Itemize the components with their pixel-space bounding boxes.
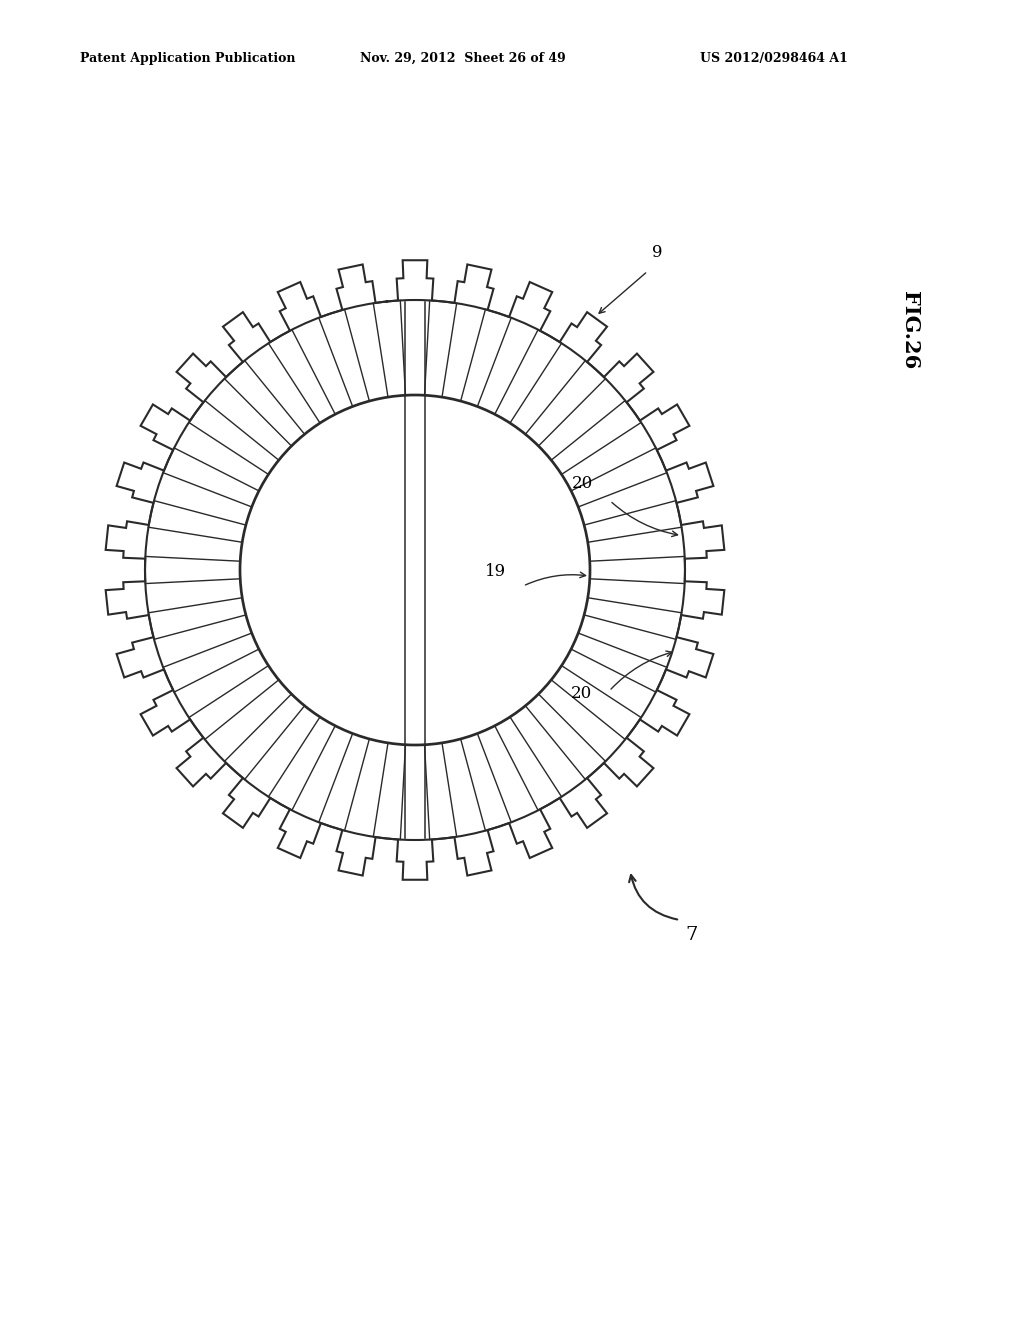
Text: 20: 20 xyxy=(571,685,592,702)
Text: FIG.26: FIG.26 xyxy=(900,290,920,370)
Text: 20: 20 xyxy=(571,475,593,491)
Text: Patent Application Publication: Patent Application Publication xyxy=(80,51,296,65)
Text: 9: 9 xyxy=(652,244,663,261)
Text: US 2012/0298464 A1: US 2012/0298464 A1 xyxy=(700,51,848,65)
Text: 19: 19 xyxy=(485,564,506,579)
Text: 7: 7 xyxy=(685,927,697,944)
Text: Nov. 29, 2012  Sheet 26 of 49: Nov. 29, 2012 Sheet 26 of 49 xyxy=(360,51,565,65)
